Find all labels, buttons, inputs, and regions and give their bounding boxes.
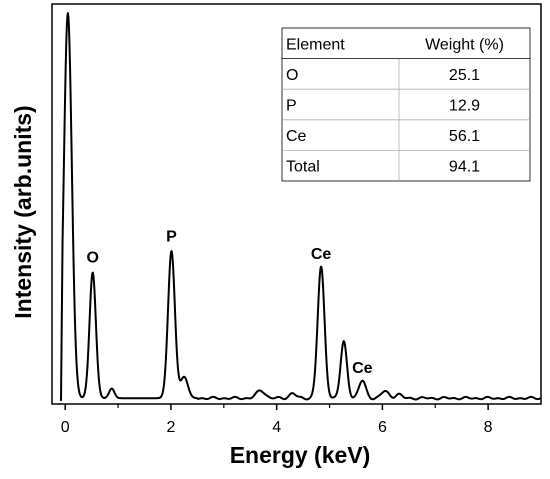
x-axis: 0 2 4 6 8 xyxy=(61,404,493,436)
table-cell-weight: 56.1 xyxy=(449,128,480,145)
plot-area xyxy=(51,3,542,405)
table-header: Element xyxy=(286,36,345,53)
peak-label: P xyxy=(166,228,177,245)
table-cell-weight: 12.9 xyxy=(449,98,480,115)
table-cell-element: Ce xyxy=(286,128,307,145)
peak-label: Ce xyxy=(352,360,373,377)
table-cell-element: O xyxy=(286,67,298,84)
x-tick-label: 0 xyxy=(61,419,70,436)
plot-border xyxy=(51,3,542,405)
table-border xyxy=(281,27,531,182)
x-tick-label: 6 xyxy=(378,419,387,436)
x-tick-label: 8 xyxy=(484,419,493,436)
peak-annotations: O P Ce Ce xyxy=(86,228,372,377)
composition-table: Element Weight (%) O 25.1 P 12.9 Ce 56.1 Total 94… xyxy=(281,27,531,182)
peak-label: O xyxy=(86,250,98,267)
x-axis-title: Energy (keV) xyxy=(230,442,371,468)
table-cell-weight: 25.1 xyxy=(449,67,480,84)
table-cell-weight: 94.1 xyxy=(449,159,480,176)
x-tick-label: 2 xyxy=(166,419,175,436)
x-tick-label: 4 xyxy=(272,419,281,436)
spectrum-line xyxy=(59,12,542,401)
table-header: Weight (%) xyxy=(425,36,504,53)
peak-label: Ce xyxy=(311,246,332,263)
table-cell-element: P xyxy=(286,98,297,115)
table-cell-element: Total xyxy=(286,159,320,176)
y-axis-title: Intensity (arb.units) xyxy=(10,105,36,318)
